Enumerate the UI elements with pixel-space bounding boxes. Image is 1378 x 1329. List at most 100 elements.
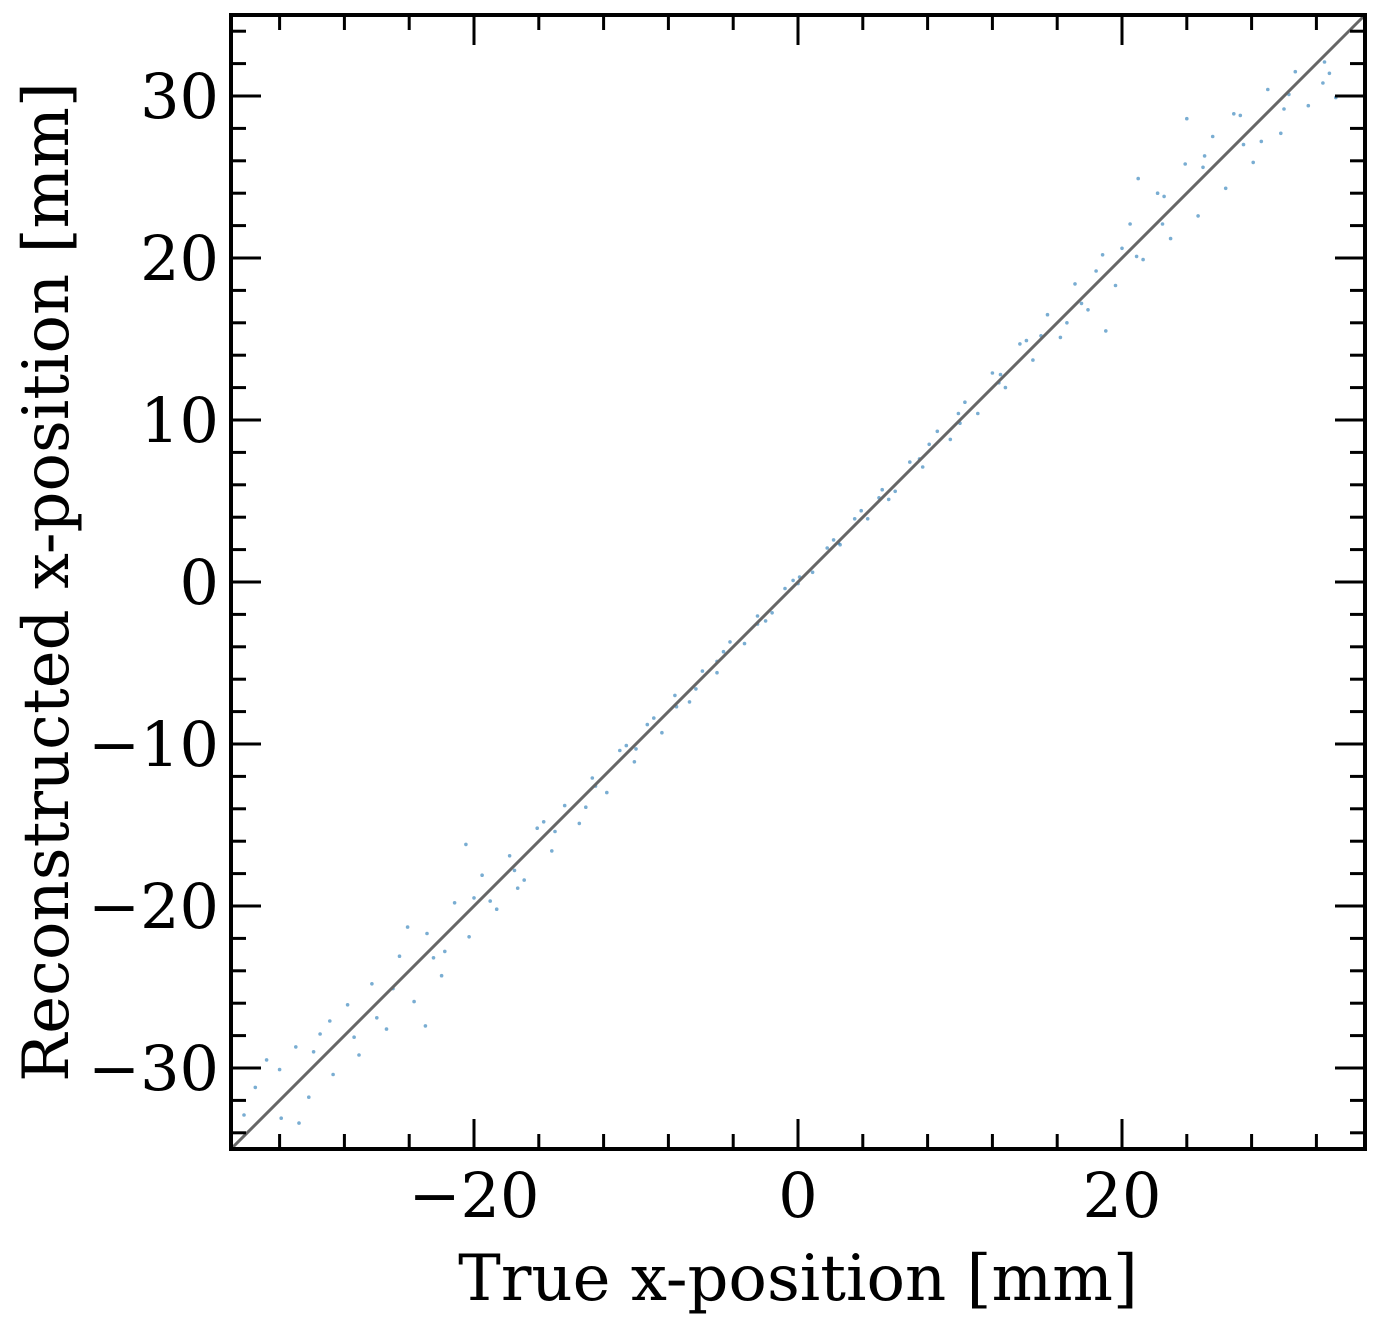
scatter-point [307, 1095, 311, 1099]
scatter-point [384, 1027, 389, 1031]
scatter-point [770, 611, 774, 615]
scatter-point [541, 820, 546, 824]
scatter-point [755, 614, 760, 618]
reference-line-layer [229, 13, 1367, 1151]
scatter-point [963, 400, 967, 405]
scatter-point [927, 442, 931, 447]
x-tick-label: 0 [778, 1159, 817, 1232]
scatter-point [535, 826, 539, 830]
scatter-point [279, 1116, 284, 1120]
scatter-point [632, 760, 637, 764]
scatter-point [1073, 282, 1077, 286]
scatter-point [1185, 116, 1189, 121]
scatter-point [742, 641, 747, 646]
scatter-point [920, 465, 925, 469]
scatter-point [1223, 186, 1228, 191]
scatter-point [590, 776, 595, 780]
x-tick-label: 20 [1083, 1159, 1162, 1232]
scatter-point [1202, 154, 1207, 158]
y-axis-label: Reconstructed x-position [mm] [10, 82, 84, 1082]
scatter-point [253, 1085, 258, 1090]
scatter-point [645, 722, 650, 727]
scatter-point [783, 586, 787, 591]
scatter-point [1113, 283, 1118, 288]
scatter-point [1086, 308, 1090, 312]
scatter-point [1079, 301, 1084, 306]
scatter-point [318, 1032, 322, 1036]
scatter-point [1024, 338, 1029, 343]
y-tick-label: 20 [140, 222, 219, 295]
scatter-point [277, 1067, 282, 1072]
scatter-point [1134, 254, 1139, 259]
scatter-point [1120, 246, 1124, 251]
scatter-point [507, 854, 512, 858]
scatter-point [1321, 81, 1325, 85]
scatter-point [1279, 131, 1283, 136]
scatter-point [1100, 253, 1105, 257]
scatter-point [472, 896, 476, 900]
scatter-point [352, 1035, 356, 1039]
scatter-point [634, 747, 638, 751]
scatter-point [990, 371, 995, 375]
scatter-point [1094, 269, 1098, 273]
scatter-point [423, 1024, 428, 1028]
scatter-point [242, 1113, 246, 1117]
scatter-point [1160, 222, 1165, 226]
scatter-point [512, 868, 517, 873]
scatter-point [1183, 162, 1187, 166]
scatter-point [443, 949, 447, 954]
scatter-point [728, 640, 732, 644]
scatter-point [948, 437, 953, 442]
scatter-point [577, 821, 582, 826]
reference-line [229, 13, 1367, 1151]
scatter-point [976, 411, 980, 416]
scatter-point [694, 687, 698, 691]
scatter-point [431, 956, 436, 960]
scatter-point [1065, 321, 1069, 325]
scatter-point [562, 803, 567, 808]
scatter-point [1031, 358, 1035, 362]
scatter-point [264, 1058, 269, 1062]
scatter-point [1210, 134, 1215, 139]
scatter-point [1251, 160, 1255, 165]
scatter-point [865, 517, 870, 521]
y-tick-label: 30 [140, 60, 219, 133]
scatter-point [1241, 142, 1246, 147]
y-tick-label: −30 [88, 1032, 219, 1105]
scatter-point [1293, 69, 1298, 74]
scatter-point [1282, 107, 1286, 111]
scatter-point [660, 730, 664, 735]
scatter-point [1155, 191, 1160, 195]
scatter-point [294, 1045, 298, 1049]
scatter-point [624, 743, 629, 748]
scatter-point [553, 829, 557, 834]
scatter-point [700, 669, 705, 673]
scatter-point [480, 873, 484, 877]
scatter-point [935, 429, 940, 434]
scatter-point [831, 538, 836, 542]
scatter-point [908, 460, 912, 464]
scatter-point [584, 805, 588, 809]
y-tick-label: −10 [88, 708, 219, 781]
scatter-point [375, 1016, 379, 1020]
scatter-point [763, 619, 768, 623]
scatter-point [1104, 329, 1108, 333]
scatter-point [464, 842, 468, 847]
scatter-point [673, 693, 677, 698]
scatter-point [1201, 165, 1205, 170]
scatter-point [1306, 103, 1311, 108]
scatter-point [605, 790, 609, 795]
scatter-point [1168, 236, 1173, 241]
scatter-point [1018, 342, 1022, 346]
scatter-point [825, 546, 829, 550]
scatter-point [618, 748, 622, 753]
scatter-point [311, 1050, 316, 1054]
plot-frame [229, 13, 1367, 1151]
points-layer [242, 60, 1338, 1125]
scatter-point [1259, 139, 1264, 144]
scatter-point [297, 1121, 301, 1125]
scatter-point [859, 508, 863, 513]
scatter-point [1141, 257, 1145, 262]
